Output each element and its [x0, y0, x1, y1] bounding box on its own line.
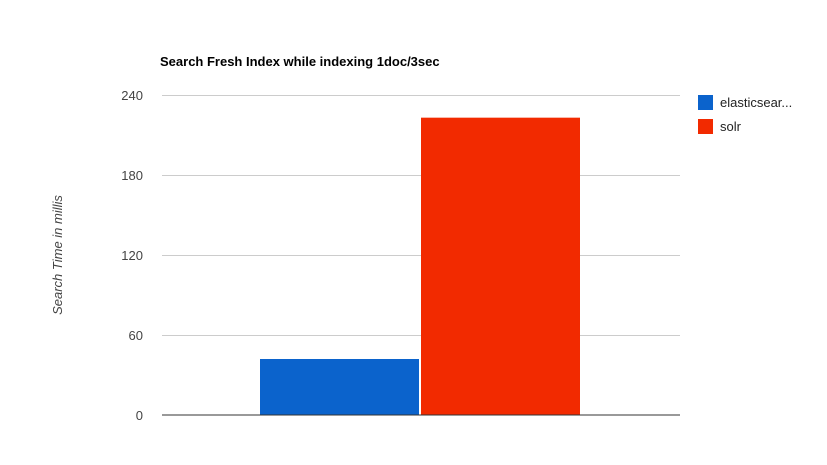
legend-label[interactable]: solr	[720, 119, 742, 134]
y-tick-label: 60	[129, 328, 143, 343]
bar-solr[interactable]	[421, 117, 580, 416]
y-axis-title: Search Time in millis	[50, 195, 65, 315]
bars	[260, 117, 580, 416]
y-tick-label: 240	[121, 88, 143, 103]
legend-swatch[interactable]	[698, 95, 713, 110]
y-tick-label: 120	[121, 248, 143, 263]
y-tick-label: 0	[136, 408, 143, 423]
y-tick-label: 180	[121, 168, 143, 183]
legend-swatch[interactable]	[698, 119, 713, 134]
bar-elasticsearch[interactable]	[260, 359, 419, 415]
legend-label[interactable]: elasticsear...	[720, 95, 792, 110]
chart-title: Search Fresh Index while indexing 1doc/3…	[160, 54, 440, 69]
legend: elasticsear... solr	[698, 95, 792, 134]
